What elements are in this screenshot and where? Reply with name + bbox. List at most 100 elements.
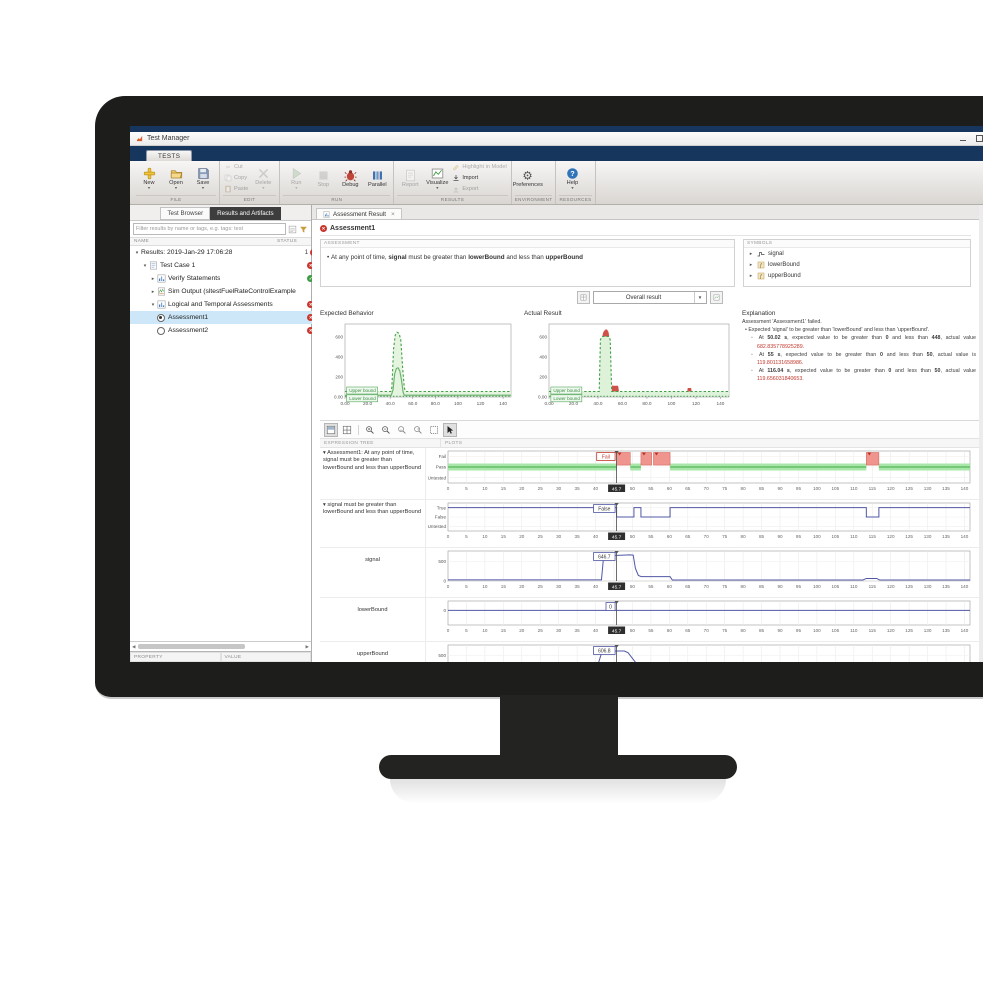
- svg-text:130: 130: [924, 534, 932, 539]
- zoom-x-button[interactable]: [395, 423, 409, 437]
- chevron-down-icon[interactable]: ▾: [151, 301, 155, 308]
- overall-result-select[interactable]: Overall result ▼: [592, 291, 707, 304]
- svg-text:140: 140: [961, 584, 969, 589]
- minimize-icon[interactable]: [960, 139, 966, 142]
- button-export[interactable]: Export: [452, 185, 506, 194]
- layout-single-button[interactable]: [324, 422, 338, 437]
- tree-row-assessment2[interactable]: Assessment2 ✕: [130, 324, 326, 337]
- expected-behavior-chart[interactable]: 0.00 20.0 40.0 60.0 80.0 100 120 140 600 400 200 0.…: [320, 318, 516, 415]
- symbol-signal[interactable]: ▸ signal: [744, 248, 970, 259]
- actual-result-chart[interactable]: 0.00 20.0 40.0 60.0 80.0 100 120 140 600 400 200 0.…: [524, 318, 734, 415]
- scroll-right-icon[interactable]: ▶: [305, 643, 309, 649]
- button-visualize[interactable]: Visualize ▼: [424, 167, 450, 190]
- button-paste[interactable]: Paste: [224, 185, 248, 194]
- symbol-lowerbound[interactable]: ▸ ƒ lowerBound: [744, 259, 970, 270]
- svg-text:115: 115: [869, 486, 877, 491]
- chevron-down-icon[interactable]: ▼: [693, 292, 706, 303]
- tab-tests[interactable]: TESTS: [146, 150, 193, 161]
- symbols-panel-label: SYMBOLS: [744, 240, 970, 248]
- section-title: Assessment1: [330, 225, 376, 232]
- tab-results-and-artifacts[interactable]: Results and Artifacts: [210, 207, 281, 220]
- svg-text:70: 70: [704, 584, 710, 589]
- button-save[interactable]: Save ▼: [190, 167, 216, 190]
- button-help[interactable]: ? Help ▼: [559, 167, 585, 190]
- tree-horizontal-scrollbar[interactable]: ◀ ▶: [130, 641, 311, 651]
- svg-text:110: 110: [850, 486, 858, 491]
- report-badge-icon[interactable]: [288, 225, 297, 234]
- run-icon: [290, 167, 303, 180]
- function-icon: ƒ: [757, 272, 765, 280]
- filter-input[interactable]: [133, 223, 286, 235]
- chevron-right-icon[interactable]: ▸: [151, 288, 155, 295]
- cut-icon: ✂: [224, 163, 232, 171]
- button-run[interactable]: Run ▼: [283, 167, 309, 190]
- svg-text:100: 100: [813, 584, 821, 589]
- row-assessment-plot[interactable]: 0 5 10 15 20 25 30 35 40 50 55 60 65 70 75 80 85 90 95 100 1…: [426, 448, 979, 499]
- tree-row-results-2019-jan-29-17-06-28[interactable]: ▾Results: 2019-Jan-29 17:06:281✕: [130, 246, 326, 259]
- row-condition-plot[interactable]: 0 5 10 15 20 25 30 35 40 50 55 60 65 70 75 80 85 90 95 100 1…: [426, 500, 979, 547]
- chevron-right-icon[interactable]: ▸: [749, 272, 753, 279]
- expression-label[interactable]: signal: [320, 548, 426, 597]
- next-result-button[interactable]: [709, 291, 723, 304]
- layout-tiled-button[interactable]: [340, 423, 354, 437]
- row-signal-plot[interactable]: 0 5 10 15 20 25 30 35 40 50 55 60 65 70 75 80 85 90 95 100 1…: [426, 548, 979, 597]
- report-icon: [404, 169, 417, 182]
- button-delete[interactable]: Delete ▼: [250, 167, 276, 190]
- button-open[interactable]: Open ▼: [163, 167, 189, 190]
- row-upperbound-plot[interactable]: 0510152025303540505560657075808590951001…: [426, 642, 979, 662]
- chevron-down-icon[interactable]: ▾: [143, 262, 147, 269]
- pointer-button[interactable]: [443, 422, 457, 437]
- content: Test Browser Results and Artifacts NA: [130, 205, 983, 662]
- expression-label[interactable]: upperBound: [320, 642, 426, 662]
- button-import[interactable]: Import: [452, 174, 506, 183]
- svg-text:70: 70: [704, 486, 710, 491]
- button-copy[interactable]: Copy: [224, 174, 248, 183]
- svg-text:80: 80: [741, 534, 747, 539]
- button-stop[interactable]: Stop: [310, 169, 336, 188]
- chevron-right-icon[interactable]: ▸: [749, 250, 753, 257]
- button-new[interactable]: New ▼: [136, 167, 162, 190]
- radio-icon[interactable]: [157, 313, 165, 322]
- radio-icon[interactable]: [157, 326, 165, 335]
- zoom-y-button[interactable]: [411, 423, 425, 437]
- close-tab-icon[interactable]: ×: [390, 211, 395, 218]
- tree-row-sim-output-sltestfuelratecontr[interactable]: ▸ Sim Output (sltestFuelRateControlExampl…: [130, 285, 326, 298]
- zoom-out-button[interactable]: [379, 423, 393, 437]
- scroll-left-icon[interactable]: ◀: [132, 643, 136, 649]
- button-cut[interactable]: ✂ Cut: [224, 163, 243, 171]
- tree-row-logical-and-temporal-assessmen[interactable]: ▾ Logical and Temporal Assessments ✕: [130, 298, 326, 311]
- expression-label[interactable]: lowerBound: [320, 598, 426, 641]
- tab-assessment-result[interactable]: Assessment Result ×: [316, 208, 402, 219]
- expression-label[interactable]: ▾ signal must be greater than lowerBound…: [320, 500, 426, 547]
- tree-row-verify-statements[interactable]: ▸ Verify Statements ✓: [130, 272, 326, 285]
- symbol-upperbound[interactable]: ▸ ƒ upperBound: [744, 270, 970, 281]
- chevron-right-icon[interactable]: ▸: [151, 275, 155, 282]
- tree-row-test-case-1[interactable]: ▾ Test Case 1 ✕: [130, 259, 326, 272]
- zoom-in-button[interactable]: [363, 423, 377, 437]
- tree-row-assessment1[interactable]: Assessment1 ✕: [130, 311, 326, 324]
- filter-funnel-icon[interactable]: [299, 225, 308, 234]
- button-debug[interactable]: Debug: [337, 169, 363, 188]
- chevron-right-icon[interactable]: ▸: [749, 261, 753, 268]
- status-cell: ✕: [296, 314, 326, 321]
- button-parallel[interactable]: Parallel: [364, 169, 390, 188]
- fit-view-button[interactable]: [427, 423, 441, 437]
- tab-test-browser[interactable]: Test Browser: [160, 207, 211, 220]
- svg-text:125: 125: [905, 534, 913, 539]
- scrollbar-thumb[interactable]: [138, 644, 245, 649]
- button-preferences[interactable]: ⚙ Preferences: [512, 170, 543, 188]
- expression-label[interactable]: ▾ Assessment1: At any point of time, sig…: [320, 448, 426, 499]
- svg-text:500: 500: [438, 653, 446, 658]
- chevron-down-icon[interactable]: ▾: [135, 249, 139, 256]
- svg-text:60.0: 60.0: [408, 401, 418, 406]
- explanation-bullet: • Expected 'signal' to be greater than '…: [745, 327, 930, 334]
- svg-text:80.0: 80.0: [642, 401, 652, 406]
- row-lowerbound-plot[interactable]: 0 5 10 15 20 25 30 35 40 50 55 60 65 70 75 80 85 90 95 100 1…: [426, 598, 979, 641]
- chart-icon: [157, 300, 166, 309]
- maximize-icon[interactable]: [976, 135, 983, 142]
- prev-result-button[interactable]: [576, 291, 590, 304]
- button-report[interactable]: Report: [397, 169, 423, 188]
- desktop-strip: [130, 126, 983, 132]
- simoutput-icon: [157, 287, 166, 296]
- button-highlight-in-model[interactable]: Highlight in Model: [452, 163, 507, 172]
